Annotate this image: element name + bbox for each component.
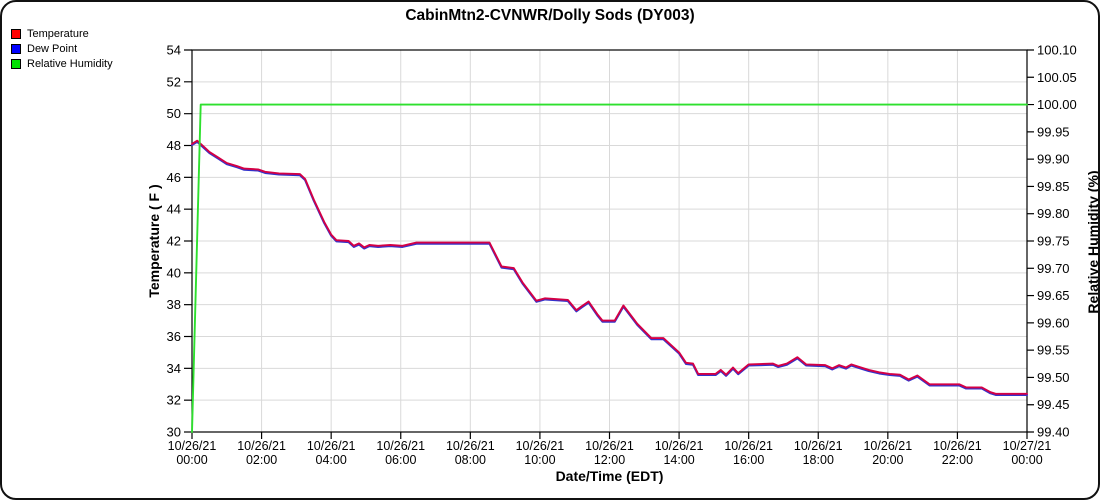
- x-tick-time: 10:00: [524, 453, 555, 467]
- left-axis: 30 32 34 36 38 40 42 44 46 48 50 52 54: [167, 43, 192, 440]
- left-tick-label: 48: [167, 138, 181, 153]
- right-tick-label: 99.85: [1037, 179, 1070, 194]
- left-tick-label: 36: [167, 329, 181, 344]
- left-tick-label: 54: [167, 43, 181, 58]
- right-tick-label: 99.80: [1037, 206, 1070, 221]
- chart-title: CabinMtn2-CVNWR/Dolly Sods (DY003): [405, 7, 695, 24]
- x-tick-time: 22:00: [942, 453, 973, 467]
- left-tick-label: 46: [167, 170, 181, 185]
- x-tick-date: 10/26/21: [168, 439, 217, 453]
- x-tick-time: 08:00: [455, 453, 486, 467]
- right-tick-label: 99.75: [1037, 234, 1070, 249]
- x-tick-date: 10/26/21: [376, 439, 425, 453]
- x-tick-time: 20:00: [872, 453, 903, 467]
- x-tick-time: 18:00: [803, 453, 834, 467]
- right-tick-label: 99.45: [1037, 397, 1070, 412]
- x-tick-date: 10/26/21: [655, 439, 704, 453]
- left-tick-label: 44: [167, 202, 181, 217]
- left-tick-label: 38: [167, 297, 181, 312]
- relative-humidity-swatch-icon: [11, 58, 21, 69]
- right-tick-label: 99.60: [1037, 315, 1070, 330]
- legend-item-relative-humidity: Relative Humidity: [11, 56, 113, 71]
- x-tick-time: 12:00: [594, 453, 625, 467]
- x-tick-time: 06:00: [385, 453, 416, 467]
- x-tick-time: 14:00: [663, 453, 694, 467]
- x-tick-time: 04:00: [316, 453, 347, 467]
- x-tick-date: 10/26/21: [307, 439, 356, 453]
- x-tick-date: 10/26/21: [794, 439, 843, 453]
- right-tick-label: 100.10: [1037, 43, 1077, 58]
- x-tick-date: 10/26/21: [516, 439, 565, 453]
- legend-label-temperature: Temperature: [27, 27, 89, 40]
- relative-humidity-line: [191, 103, 1028, 433]
- left-tick-label: 32: [167, 393, 181, 408]
- right-tick-label: 99.65: [1037, 288, 1070, 303]
- x-tick-date: 10/26/21: [585, 439, 634, 453]
- grid-lines: [192, 50, 1027, 432]
- temperature-line: [191, 139, 1028, 395]
- x-tick-time: 00:00: [1011, 453, 1042, 467]
- x-tick-date: 10/26/21: [724, 439, 773, 453]
- right-tick-label: 99.90: [1037, 152, 1070, 167]
- x-tick-date: 10/26/21: [237, 439, 286, 453]
- legend-label-dew-point: Dew Point: [27, 42, 78, 55]
- left-tick-label: 40: [167, 265, 181, 280]
- right-tick-label: 99.95: [1037, 124, 1070, 139]
- x-tick-time: 02:00: [246, 453, 277, 467]
- left-tick-label: 30: [167, 425, 181, 440]
- x-tick-time: 16:00: [733, 453, 764, 467]
- left-tick-label: 52: [167, 74, 181, 89]
- x-axis-title: Date/Time (EDT): [555, 468, 664, 484]
- right-tick-label: 99.55: [1037, 343, 1070, 358]
- right-tick-label: 99.70: [1037, 261, 1070, 276]
- legend-item-temperature: Temperature: [11, 26, 113, 41]
- x-tick-date: 10/27/21: [1003, 439, 1052, 453]
- x-tick-date: 10/26/21: [933, 439, 982, 453]
- x-tick-date: 10/26/21: [863, 439, 912, 453]
- right-tick-label: 100.00: [1037, 97, 1077, 112]
- dew-point-swatch-icon: [11, 43, 21, 54]
- legend: Temperature Dew Point Relative Humidity: [11, 26, 113, 71]
- right-tick-label: 99.50: [1037, 370, 1070, 385]
- left-tick-label: 42: [167, 234, 181, 249]
- left-tick-label: 50: [167, 106, 181, 121]
- temperature-swatch-icon: [11, 28, 21, 39]
- right-tick-label: 99.40: [1037, 425, 1070, 440]
- right-tick-label: 100.05: [1037, 70, 1077, 85]
- legend-label-relative-humidity: Relative Humidity: [27, 57, 113, 70]
- x-tick-date: 10/26/21: [446, 439, 495, 453]
- x-tick-time: 00:00: [176, 453, 207, 467]
- right-axis: 99.40 99.45 99.50 99.55 99.60 99.65 99.70 99.75…: [1027, 43, 1077, 440]
- left-tick-label: 34: [167, 361, 181, 376]
- x-axis: 10/26/2100:0010/26/2102:0010/26/2104:001…: [168, 432, 1052, 467]
- legend-item-dew-point: Dew Point: [11, 41, 113, 56]
